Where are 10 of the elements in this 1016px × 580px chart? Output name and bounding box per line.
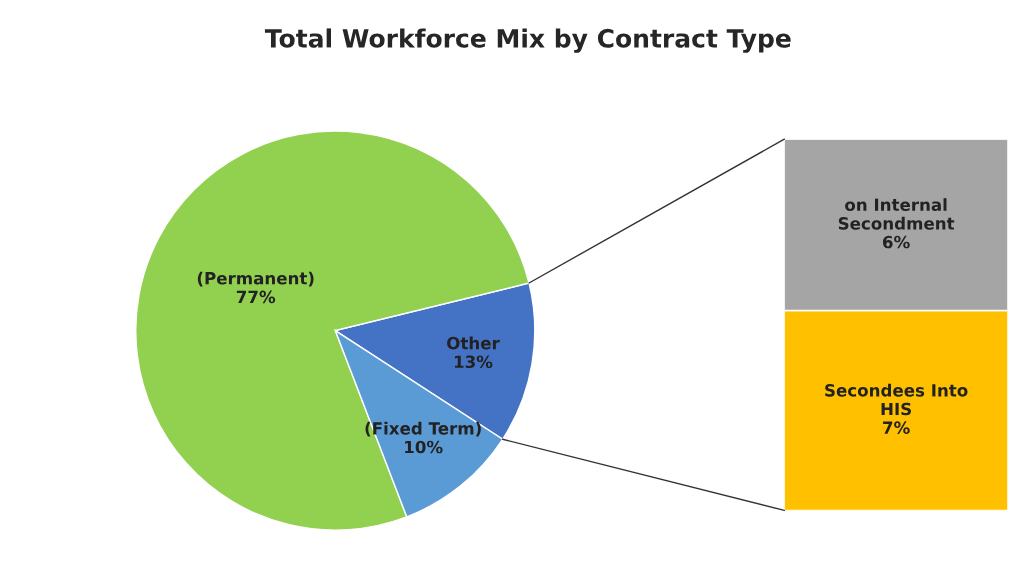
slice-label: Other <box>447 336 500 350</box>
data-label: 77% <box>236 290 276 304</box>
series-label: Secondees Into HIS <box>825 383 968 416</box>
data-label: 10% <box>405 440 443 454</box>
slice-label: (Permanent) <box>197 271 314 287</box>
data-label: 6% <box>883 235 910 249</box>
data-label: 13% <box>454 355 493 369</box>
series-label: on Internal Secondment <box>838 198 955 230</box>
chart-title: Total Workforce Mix by Contract Type <box>264 28 791 53</box>
data-label: 7% <box>883 421 910 434</box>
